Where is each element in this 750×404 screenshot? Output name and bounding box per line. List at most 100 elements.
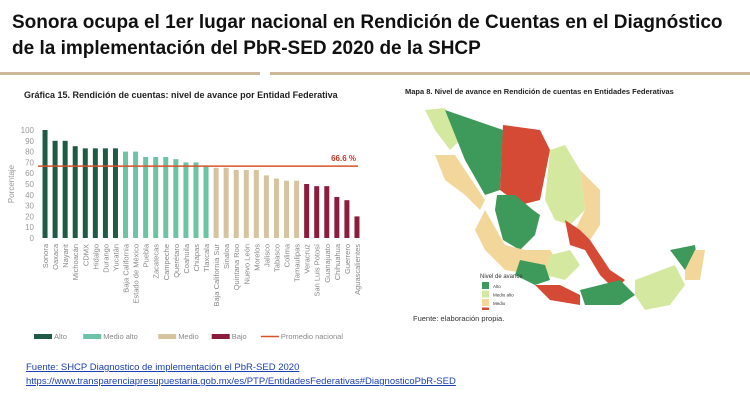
map-region (500, 125, 550, 205)
y-tick-label: 10 (25, 223, 34, 232)
x-tick-label: Puebla (142, 243, 151, 267)
x-tick-label: CDMX (81, 244, 90, 266)
map-region (545, 250, 580, 280)
bar (233, 169, 239, 238)
url-link[interactable]: https://www.transparenciapresupuestaria.… (26, 376, 456, 387)
x-tick-label: Nayarit (61, 243, 70, 268)
bar (284, 180, 290, 238)
x-tick-label: Estado de México (132, 244, 141, 304)
bar (294, 180, 300, 238)
x-tick-label: Yucatán (111, 244, 120, 271)
x-tick-label: Sonora (41, 243, 50, 268)
average-label: 66.6 % (331, 154, 356, 163)
map-region (535, 285, 580, 305)
y-tick-label: 50 (25, 180, 34, 189)
x-tick-label: Quintana Roo (232, 244, 241, 290)
x-tick-label: Oaxaca (51, 243, 60, 270)
bar (112, 148, 118, 238)
bar (52, 140, 58, 238)
x-tick-label: Tamaulipas (293, 244, 302, 282)
legend-label: Promedio nacional (281, 332, 343, 341)
x-tick-label: Michoacán (71, 244, 80, 280)
x-tick-label: Querétaro (172, 244, 181, 278)
map-region (515, 260, 550, 285)
bar (72, 146, 78, 238)
x-tick-label: Tlaxcala (202, 243, 211, 272)
bar (263, 175, 269, 238)
x-tick-label: Campeche (162, 244, 171, 280)
x-tick-label: Baja California (122, 243, 131, 293)
map-region (495, 195, 540, 250)
map-legend-label: Bajo (493, 310, 503, 311)
bar (324, 186, 330, 238)
bar (133, 151, 139, 238)
map-region (685, 250, 705, 280)
bar (243, 169, 249, 238)
bar (123, 151, 129, 238)
bar (253, 169, 259, 238)
bar (82, 148, 88, 238)
bar (354, 216, 360, 238)
map-legend-swatch (482, 290, 489, 298)
x-tick-label: Hidalgo (91, 244, 100, 269)
legend-label: Alto (54, 332, 67, 341)
bar (173, 159, 179, 238)
bar (213, 167, 219, 238)
x-tick-label: Chihuahua (333, 243, 342, 280)
x-tick-label: Tabasco (272, 244, 281, 272)
x-tick-label: Guerrero (343, 244, 352, 274)
bar (334, 196, 340, 238)
source-link[interactable]: Fuente: SHCP Diagnostico de implementaci… (26, 362, 300, 373)
bar (344, 200, 350, 238)
map-legend-swatch (482, 282, 489, 289)
x-tick-label: San Luis Potosí (313, 243, 322, 296)
map-legend-label: Alto (493, 284, 501, 289)
legend-label: Bajo (232, 332, 247, 341)
bar (163, 157, 169, 238)
map-region (435, 155, 485, 210)
bar (62, 140, 68, 238)
map-region (565, 220, 625, 290)
bar (153, 157, 159, 238)
legend-swatch (158, 334, 177, 339)
x-tick-label: Morelos (252, 244, 261, 271)
x-tick-label: Jalisco (262, 244, 271, 267)
slide-title: Sonora ocupa el 1er lugar nacional en Re… (12, 12, 723, 59)
map-region (445, 110, 503, 195)
map-region (545, 145, 585, 225)
x-tick-label: Colima (283, 243, 292, 267)
x-tick-label: Guanajuato (323, 244, 332, 283)
y-tick-label: 90 (25, 137, 34, 146)
x-tick-label: Coahuila (182, 243, 191, 273)
x-tick-label: Aguascalientes (353, 244, 362, 295)
map-legend-swatch (482, 299, 489, 306)
map-region (425, 108, 460, 150)
map-legend-swatch (482, 307, 489, 310)
bar (314, 186, 320, 238)
map-title: Mapa 8. Nivel de avance en Rendición de … (405, 87, 674, 96)
y-tick-label: 60 (25, 169, 34, 178)
y-tick-label: 20 (25, 212, 34, 221)
x-tick-label: Nuevo León (242, 244, 251, 284)
mexico-map: Nivel de avance Alto Medio alto Medio Bajo (425, 108, 705, 311)
x-tick-label: Durango (101, 244, 110, 273)
bar (143, 157, 149, 238)
divider (270, 72, 750, 75)
legend-swatch (34, 334, 52, 339)
y-tick-label: 80 (25, 148, 34, 157)
chart-title: Gráfica 15. Rendición de cuentas: nivel … (24, 90, 338, 100)
bar (203, 165, 209, 238)
x-tick-label: Baja California Sur (212, 243, 221, 306)
bar (92, 148, 98, 238)
bar (273, 178, 279, 238)
map-region (580, 280, 635, 305)
map-source: Fuente: elaboración propia. (413, 314, 505, 323)
x-tick-label: Sinaloa (222, 243, 231, 269)
bar (42, 130, 48, 238)
map-legend-title: Nivel de avance (480, 274, 523, 280)
x-tick-label: Veracruz (303, 244, 312, 274)
map-region (475, 210, 560, 275)
map-legend-label: Medio (493, 301, 506, 306)
x-tick-label: Chiapas (192, 244, 201, 272)
